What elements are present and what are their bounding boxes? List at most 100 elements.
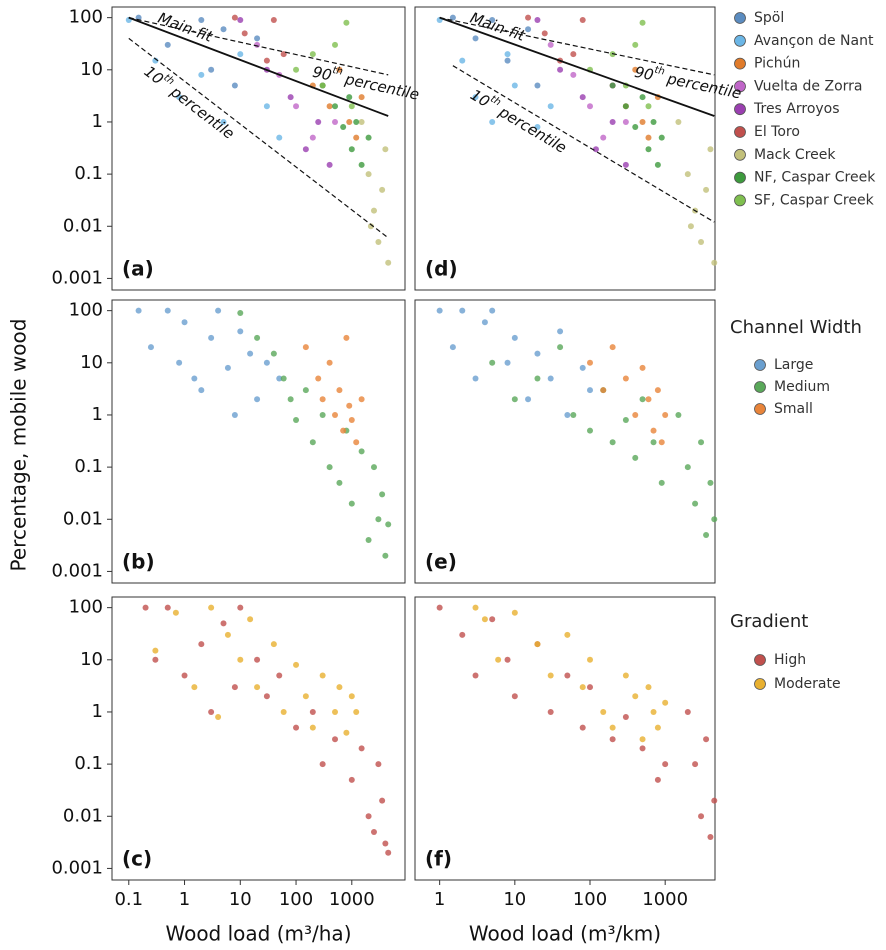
point [224,364,231,371]
point [534,82,541,89]
x-axis-label: Wood load (m³/ha) [165,922,351,946]
y-tick-label: 0.01 [63,805,103,826]
point [587,359,594,366]
point [707,146,714,153]
point [319,396,326,403]
legend-swatch [734,126,746,138]
points [125,14,392,266]
point [319,761,326,768]
point [622,118,629,125]
point [365,171,372,178]
y-tick-label: 10 [80,649,103,670]
point [276,134,283,141]
annotation-sup: th [488,94,502,109]
legend-label: Large [774,357,813,373]
panel-label: (d) [425,257,458,281]
x-tick-label: 1 [179,889,190,910]
y-tick-label: 0.01 [63,215,103,236]
legend-label: Vuelta de Zorra [754,78,862,94]
point [504,57,511,64]
point [600,387,607,394]
point [459,57,466,64]
point [293,417,300,424]
y-tick-label: 0.001 [51,267,103,288]
point [564,411,571,418]
legend-label: Medium [774,379,830,395]
point [254,35,261,42]
legend-swatch [734,103,746,116]
point [489,359,496,366]
fit-line [439,16,715,117]
plot-frame [414,596,716,881]
points [436,307,718,538]
point [343,334,350,341]
point [675,411,682,418]
point [340,427,347,434]
point [293,66,300,73]
point [579,94,586,101]
y-tick-label: 1 [92,404,103,425]
point [609,439,616,446]
point [436,307,443,314]
point [247,350,254,357]
point [557,66,564,73]
point [687,223,694,230]
point [332,708,339,715]
point [436,604,443,611]
point [587,656,594,663]
point [622,672,629,679]
point [220,118,227,125]
point [703,186,710,193]
point [472,672,479,679]
point [358,745,365,752]
fit-line [439,17,715,76]
point [379,797,386,804]
legend-label: NF, Caspar Creek [754,170,876,186]
legend-label: Spöl [754,10,784,26]
point [270,17,277,24]
point [276,375,283,382]
point [358,118,365,125]
point [472,94,479,101]
point [343,729,350,736]
point [600,134,607,141]
point [208,708,215,715]
point [135,307,142,314]
legend-label: Avançon de Nant [754,33,874,49]
point [263,359,270,366]
legend-swatch [754,678,766,690]
point [382,840,389,847]
point [525,26,532,33]
point [319,411,326,418]
annotation-text: percentile [665,69,743,102]
point [280,375,287,382]
point [650,118,657,125]
point [382,552,389,559]
point [662,699,669,706]
point [198,641,205,648]
point [609,724,616,731]
point [247,616,254,623]
point [358,161,365,168]
point [237,17,244,24]
point [547,708,554,715]
legend-label: Pichún [754,56,800,72]
point [707,479,714,486]
y-tick-label: 1 [92,701,103,722]
line-annotation: 10thpercentile [141,61,239,143]
point [237,51,244,58]
point [348,103,355,110]
point [326,103,333,110]
point [336,684,343,691]
point [270,350,277,357]
point [587,427,594,434]
point [263,103,270,110]
point [293,724,300,731]
y-axis-label: Percentage, mobile wood [7,319,31,572]
plot-frame [111,299,406,584]
point [547,103,554,110]
points [436,14,718,266]
point [164,307,171,314]
point [711,259,718,266]
point [358,448,365,455]
